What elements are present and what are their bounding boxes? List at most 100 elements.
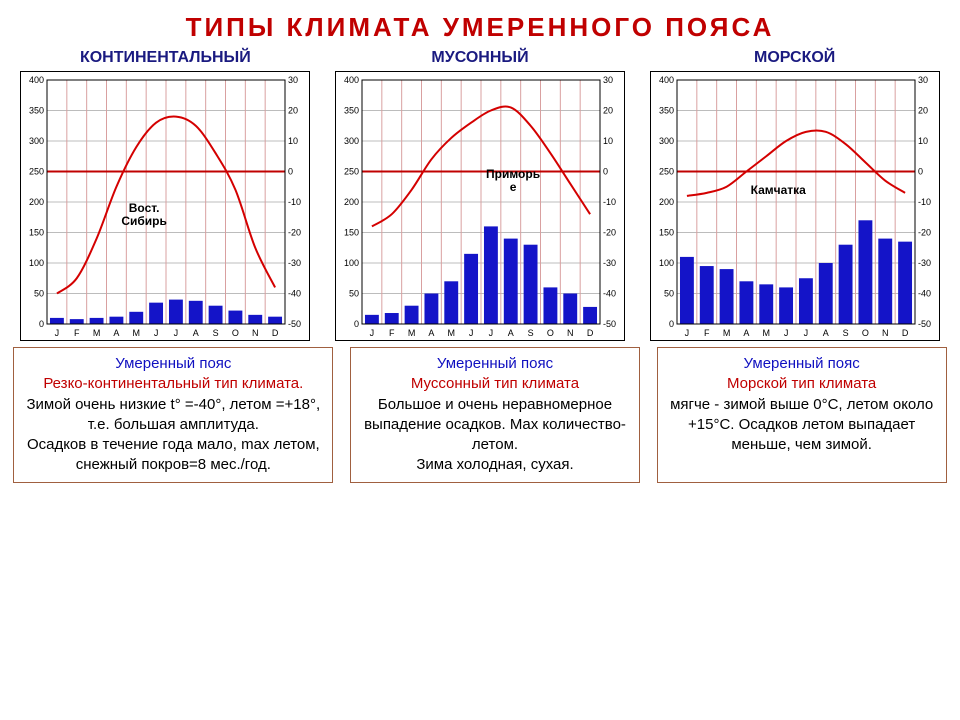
precip-bar [110, 317, 124, 324]
svg-text:-50: -50 [918, 319, 931, 329]
svg-text:J: J [489, 328, 494, 338]
precip-bar [189, 301, 203, 324]
precip-bar [699, 266, 713, 324]
svg-text:0: 0 [288, 167, 293, 177]
precip-bar [524, 245, 538, 324]
svg-text:250: 250 [344, 167, 359, 177]
svg-text:O: O [232, 328, 239, 338]
svg-text:A: A [822, 328, 828, 338]
precip-bar [838, 245, 852, 324]
svg-text:N: N [882, 328, 889, 338]
chart-column: МУСОННЫЙ050100150200250300350400-50-40-3… [335, 49, 625, 341]
svg-text:250: 250 [659, 167, 674, 177]
svg-text:50: 50 [34, 289, 44, 299]
svg-text:400: 400 [29, 75, 44, 85]
precip-bar [818, 263, 832, 324]
svg-text:M: M [762, 328, 770, 338]
precip-bar [130, 312, 144, 324]
svg-text:30: 30 [288, 75, 298, 85]
svg-text:-50: -50 [603, 319, 616, 329]
svg-text:20: 20 [288, 106, 298, 116]
svg-text:0: 0 [603, 167, 608, 177]
desc-line2: Резко-континентальный тип климата. [20, 374, 326, 394]
description-box: Умеренный поясРезко-континентальный тип … [13, 347, 333, 483]
charts-row: КОНТИНЕНТАЛЬНЫЙ050100150200250300350400-… [0, 49, 960, 341]
desc-line1: Умеренный пояс [20, 354, 326, 374]
chart-column: МОРСКОЙ050100150200250300350400-50-40-30… [650, 49, 940, 341]
svg-text:D: D [901, 328, 908, 338]
svg-text:J: J [174, 328, 179, 338]
precip-bar [799, 278, 813, 324]
svg-text:50: 50 [664, 289, 674, 299]
precip-bar [759, 284, 773, 324]
svg-text:-30: -30 [603, 258, 616, 268]
svg-text:J: J [55, 328, 60, 338]
desc-line1: Умеренный пояс [664, 354, 940, 374]
precip-bar [543, 287, 557, 324]
svg-text:F: F [704, 328, 710, 338]
desc-body: Зимой очень низкие t° =-40°, летом =+18°… [20, 395, 326, 476]
precip-bar [898, 242, 912, 324]
svg-text:J: J [803, 328, 808, 338]
svg-text:350: 350 [29, 106, 44, 116]
svg-text:-40: -40 [918, 289, 931, 299]
region-label: Приморье [486, 168, 540, 194]
svg-text:M: M [133, 328, 141, 338]
svg-text:200: 200 [659, 197, 674, 207]
svg-text:100: 100 [659, 258, 674, 268]
svg-text:J: J [684, 328, 689, 338]
precip-bar [365, 315, 379, 324]
precip-bar [70, 319, 84, 324]
svg-text:A: A [508, 328, 514, 338]
svg-text:150: 150 [29, 228, 44, 238]
svg-text:30: 30 [918, 75, 928, 85]
svg-text:-10: -10 [918, 197, 931, 207]
svg-text:10: 10 [603, 136, 613, 146]
svg-text:0: 0 [669, 319, 674, 329]
svg-text:M: M [408, 328, 416, 338]
precip-bar [405, 306, 419, 324]
svg-text:200: 200 [29, 197, 44, 207]
svg-text:350: 350 [344, 106, 359, 116]
precip-bar [719, 269, 733, 324]
svg-text:A: A [743, 328, 749, 338]
svg-text:-30: -30 [288, 258, 301, 268]
chart-column: КОНТИНЕНТАЛЬНЫЙ050100150200250300350400-… [20, 49, 310, 341]
svg-text:M: M [447, 328, 455, 338]
descriptions-row: Умеренный поясРезко-континентальный тип … [0, 341, 960, 483]
chart-box: 050100150200250300350400-50-40-30-20-100… [650, 71, 940, 341]
svg-text:50: 50 [349, 289, 359, 299]
svg-text:J: J [469, 328, 474, 338]
climate-chart: 050100150200250300350400-50-40-30-20-100… [336, 72, 626, 342]
svg-text:-10: -10 [603, 197, 616, 207]
svg-text:20: 20 [918, 106, 928, 116]
precip-bar [484, 226, 498, 324]
desc-line2: Муссонный тип климата [357, 374, 633, 394]
svg-text:300: 300 [344, 136, 359, 146]
precip-bar [385, 313, 399, 324]
precip-bar [739, 281, 753, 324]
svg-text:0: 0 [918, 167, 923, 177]
precip-bar [680, 257, 694, 324]
precip-bar [209, 306, 223, 324]
svg-text:N: N [252, 328, 259, 338]
svg-text:-20: -20 [918, 228, 931, 238]
chart-title: МОРСКОЙ [754, 49, 835, 67]
description-box: Умеренный поясМуссонный тип климатаБольш… [350, 347, 640, 483]
svg-text:A: A [193, 328, 199, 338]
svg-text:200: 200 [344, 197, 359, 207]
chart-title: КОНТИНЕНТАЛЬНЫЙ [80, 49, 251, 67]
desc-body: Большое и очень неравномерное выпадение … [357, 395, 633, 476]
svg-text:100: 100 [344, 258, 359, 268]
precip-bar [464, 254, 478, 324]
svg-text:J: J [783, 328, 788, 338]
svg-text:0: 0 [39, 319, 44, 329]
svg-text:300: 300 [659, 136, 674, 146]
svg-text:100: 100 [29, 258, 44, 268]
chart-box: 050100150200250300350400-50-40-30-20-100… [20, 71, 310, 341]
precip-bar [229, 311, 243, 324]
precip-bar [149, 303, 163, 324]
svg-text:J: J [370, 328, 375, 338]
page-title: ТИПЫ КЛИМАТА УМЕРЕННОГО ПОЯСА [0, 0, 960, 49]
svg-text:S: S [528, 328, 534, 338]
